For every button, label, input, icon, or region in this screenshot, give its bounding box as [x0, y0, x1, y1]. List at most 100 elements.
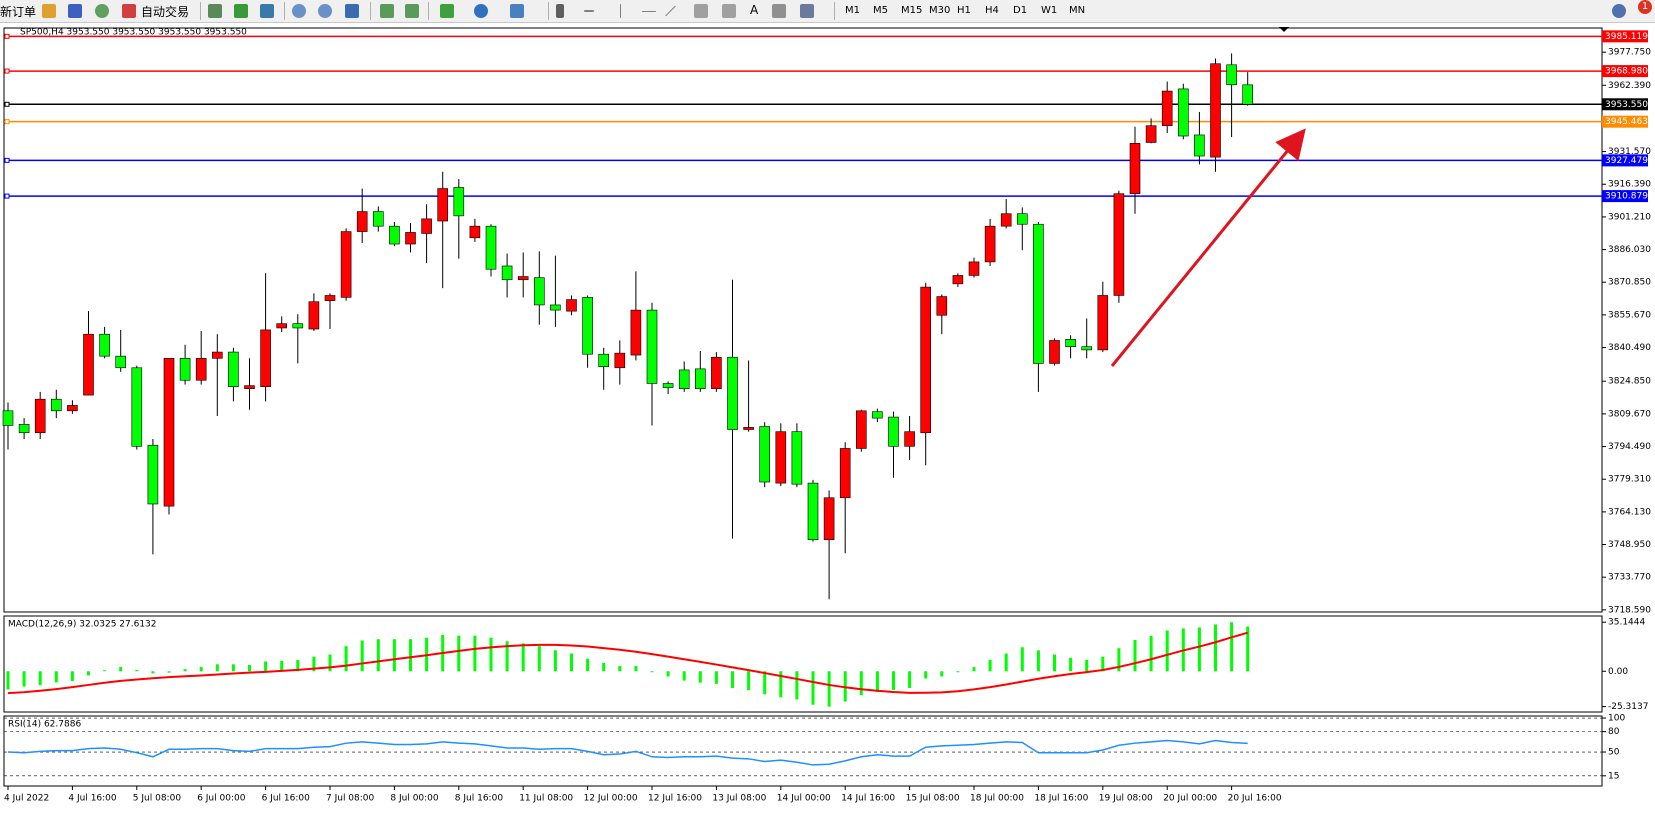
icon[interactable] — [722, 4, 736, 18]
timeframe-button[interactable]: W1 — [1041, 5, 1058, 16]
macd-bar — [1069, 657, 1073, 672]
y-tick-label: 3718.590 — [1608, 605, 1651, 615]
x-tick-label: 14 Jul 00:00 — [777, 794, 831, 804]
search-icon[interactable] — [1612, 4, 1626, 18]
candle-body — [2, 410, 14, 426]
candle-body — [791, 431, 803, 485]
alert-badge[interactable]: 1 — [1638, 0, 1652, 14]
icon[interactable] — [584, 10, 594, 12]
icon[interactable] — [208, 4, 222, 18]
icon[interactable] — [800, 4, 814, 18]
separator — [428, 2, 429, 20]
macd-bar — [87, 671, 90, 676]
y-tick-label: 3840.490 — [1608, 343, 1651, 353]
icon[interactable] — [234, 4, 248, 18]
macd-bar — [1149, 635, 1153, 672]
timeframe-button[interactable]: MN — [1069, 5, 1086, 16]
macd-bar — [473, 635, 477, 672]
candle-body — [389, 225, 400, 245]
chart-title: SP500,H4 3953.550 3953.550 3953.550 3953… — [20, 28, 247, 38]
macd-bar — [521, 643, 525, 672]
icon[interactable] — [694, 4, 708, 18]
macd-bar — [183, 669, 187, 672]
icon[interactable] — [380, 4, 394, 18]
candle-body — [179, 358, 191, 381]
line-handle — [4, 193, 10, 199]
macd-bar — [1036, 650, 1040, 672]
candle-body — [292, 323, 304, 329]
timeframe-button[interactable]: D1 — [1013, 5, 1028, 16]
trend-arrow — [1110, 128, 1306, 367]
icon[interactable] — [642, 11, 656, 12]
timeframe-button[interactable]: M5 — [873, 5, 888, 16]
timeframe-button[interactable]: M1 — [845, 5, 860, 16]
y-tick-label: 3809.670 — [1608, 409, 1651, 419]
x-tick-label: 14 Jul 16:00 — [841, 794, 895, 804]
macd-bar — [1020, 647, 1024, 672]
macd-bar — [1133, 640, 1137, 672]
candle-body — [920, 286, 932, 434]
candle-body — [131, 367, 143, 447]
macd-bar — [1214, 624, 1217, 672]
toolbar: 新订单 自动交易 A M1 M5 M15 M30 H1 H4 D1 W1 MN 1 — [0, 0, 1655, 23]
icon[interactable] — [440, 4, 454, 18]
new-order-button[interactable]: 新订单 — [0, 5, 37, 19]
icon[interactable] — [95, 4, 109, 18]
macd-bar — [714, 671, 718, 684]
auto-trading-button[interactable]: 自动交易 — [141, 5, 190, 19]
icon[interactable] — [556, 4, 564, 18]
macd-bar — [38, 671, 42, 686]
icon[interactable] — [42, 4, 56, 18]
icon[interactable] — [345, 4, 359, 18]
timeframe-button[interactable]: M15 — [901, 5, 923, 16]
y-tick-label: 3901.210 — [1608, 212, 1651, 222]
candle-body — [115, 355, 126, 369]
icon[interactable] — [620, 4, 621, 18]
text-tool[interactable]: A — [750, 3, 759, 17]
pane-title: RSI(14) 62.7886 — [8, 720, 81, 730]
macd-bar — [215, 664, 219, 672]
x-tick-label: 15 Jul 08:00 — [906, 794, 960, 804]
macd-bar — [666, 671, 670, 677]
icon[interactable] — [68, 4, 82, 18]
icon[interactable] — [260, 4, 274, 18]
icon[interactable] — [474, 4, 488, 18]
candle-body — [904, 431, 915, 447]
x-tick-label: 7 Jul 08:00 — [326, 794, 375, 804]
icon[interactable] — [405, 4, 419, 18]
macd-bar — [698, 671, 702, 683]
icon[interactable] — [772, 4, 786, 18]
icon[interactable] — [510, 4, 524, 18]
timeframe-button[interactable]: M30 — [929, 5, 951, 16]
timeframe-button[interactable]: H4 — [985, 5, 999, 16]
macd-bar — [634, 666, 638, 672]
macd-bar — [1165, 630, 1169, 672]
candle-body — [968, 261, 980, 276]
candle-body — [195, 358, 207, 381]
icon[interactable] — [122, 4, 136, 18]
macd-bar — [553, 650, 557, 672]
candle-body — [630, 309, 642, 356]
line-handle — [4, 33, 10, 39]
candle-body — [421, 218, 432, 234]
icon[interactable] — [665, 5, 676, 17]
timeframe-button[interactable]: H1 — [957, 5, 971, 16]
icon[interactable] — [318, 4, 332, 18]
macd-bar — [747, 671, 751, 691]
y-tick-label: 3931.570 — [1608, 147, 1651, 157]
candle-body — [1145, 125, 1157, 143]
candle-body — [501, 265, 513, 281]
icon[interactable] — [292, 4, 306, 18]
price-label: 3953.550 — [1605, 100, 1648, 110]
macd-bar — [199, 667, 203, 672]
candle-body — [1178, 88, 1189, 137]
line-handle — [4, 119, 10, 125]
candle-body — [1113, 193, 1125, 296]
macd-bar — [827, 671, 831, 707]
macd-bar — [682, 671, 686, 681]
macd-bar — [795, 671, 799, 700]
x-tick-label: 6 Jul 00:00 — [197, 794, 246, 804]
macd-bar — [1085, 659, 1089, 672]
separator — [548, 2, 549, 20]
